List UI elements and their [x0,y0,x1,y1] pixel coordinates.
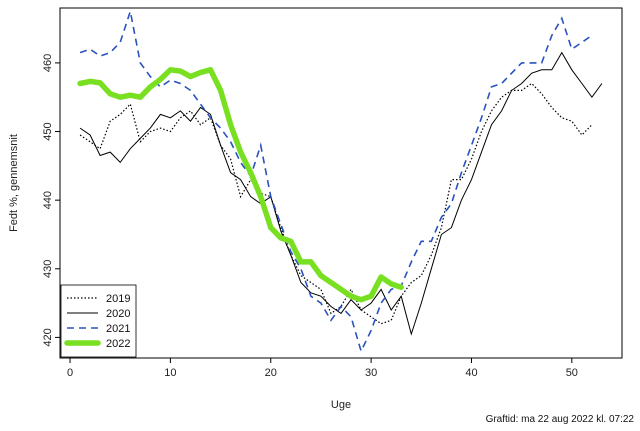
y-tick-label: 440 [42,191,54,209]
series-line-2021 [79,8,593,354]
x-tick-label: 20 [265,367,277,379]
x-tick-label: 0 [67,367,73,379]
graph-timestamp: Graftid: ma 22 aug 2022 kl. 07:22 [485,414,634,425]
y-axis: 420 430 440 450 460 [42,54,60,347]
y-tick-label: 460 [42,54,54,72]
x-tick-label: 30 [365,367,377,379]
y-axis-label: Fedt %, gennemsnit [8,134,20,232]
x-tick-label: 40 [465,367,477,379]
x-tick-label: 10 [164,367,176,379]
x-axis-label: Uge [331,399,351,411]
legend-label-2020: 2020 [106,308,130,320]
x-tick-label: 50 [566,367,578,379]
series-line-2020 [79,51,603,336]
legend-label-2022: 2022 [106,338,130,350]
legend-label-2021: 2021 [106,323,130,335]
y-tick-label: 450 [42,122,54,140]
y-tick-label: 420 [42,328,54,346]
legend: 2019 2020 2021 2022 [60,284,137,358]
series-layer [77,8,603,354]
plot-area-frame [59,7,623,359]
series-line-2022 [77,67,404,303]
y-tick-label: 430 [42,260,54,278]
x-axis: 0 10 20 30 40 50 [67,358,578,379]
legend-label-2019: 2019 [106,293,130,305]
